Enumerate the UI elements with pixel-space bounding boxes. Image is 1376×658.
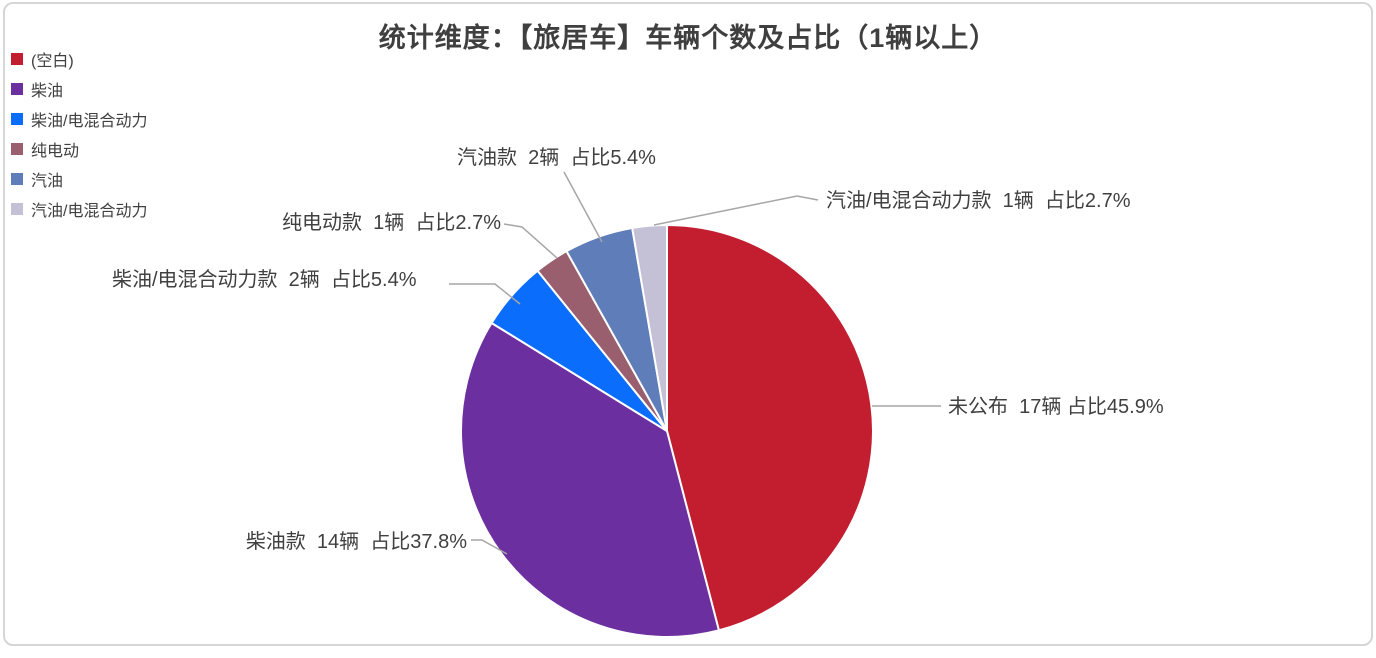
legend-label: 纯电动: [31, 143, 80, 160]
legend-swatch-icon: [11, 173, 23, 185]
leader-line-5: [653, 195, 819, 226]
pie-slice-0[interactable]: [666, 224, 874, 632]
legend-item-5[interactable]: 汽油/电混合动力: [11, 194, 147, 224]
legend-item-4[interactable]: 汽油: [11, 164, 147, 194]
legend-label: 汽油: [31, 173, 64, 190]
legend-label: 柴油/电混合动力: [31, 113, 148, 130]
pie-slice-1[interactable]: [460, 321, 720, 638]
chart-title: 统计维度：【旅居车】车辆个数及占比（1辆以上）: [378, 23, 998, 53]
legend-swatch-icon: [11, 53, 23, 65]
legend-item-3[interactable]: 纯电动: [11, 134, 147, 164]
legend-item-1[interactable]: 柴油: [11, 74, 147, 104]
leader-line-2: [449, 283, 521, 305]
legend-swatch-icon: [11, 143, 23, 155]
leader-line-1: [471, 539, 508, 555]
leader-line-3: [503, 223, 558, 259]
legend: (空白) 柴油柴油/电混合动力 纯电动汽油汽油/电混合动力: [11, 44, 147, 224]
legend-swatch-icon: [11, 113, 23, 125]
legend-label: (空白): [31, 53, 74, 70]
legend-swatch-icon: [11, 83, 23, 95]
legend-label: 柴油: [31, 83, 64, 100]
legend-label: 汽油/电混合动力: [31, 203, 148, 220]
legend-item-2[interactable]: 柴油/电混合动力: [11, 104, 147, 134]
legend-swatch-icon: [11, 203, 23, 215]
pie-slice-5[interactable]: [631, 224, 668, 432]
legend-item-0[interactable]: (空白): [11, 44, 147, 74]
leader-line-4: [563, 171, 603, 243]
